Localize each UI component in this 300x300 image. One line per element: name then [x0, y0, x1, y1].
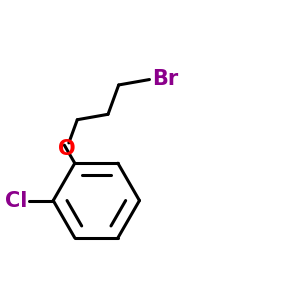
Text: Br: Br [152, 69, 178, 89]
Text: Cl: Cl [5, 190, 27, 211]
Text: O: O [58, 139, 75, 159]
